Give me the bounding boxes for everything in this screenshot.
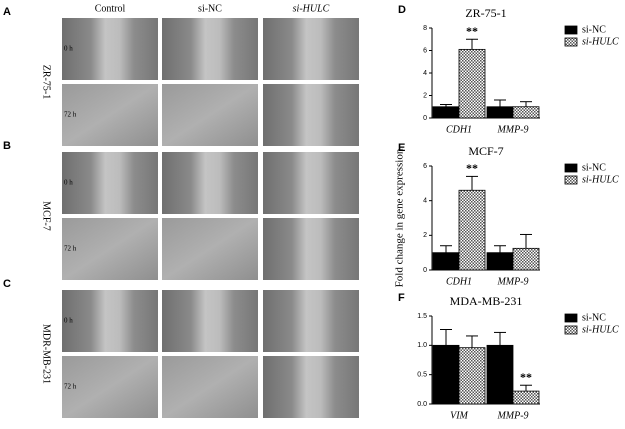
x-tick-label: CDH1 [446,276,472,287]
y-tick-label: 2 [423,92,427,99]
y-tick-label: 4 [423,70,427,77]
micrograph [263,152,359,214]
time-label: 72 h [64,383,77,391]
bar [486,106,514,119]
micrograph [162,18,258,80]
y-tick-label: 6 [423,47,427,54]
micrograph [162,290,258,352]
x-tick-label: MMP-9 [496,410,528,421]
y-axis-label: Fold change in gene expression [394,148,406,287]
legend-label: si-HULC [582,36,619,47]
micrograph [62,218,158,280]
significance: ** [466,24,478,38]
error-bar [440,104,452,107]
y-tick-label: 2 [423,232,427,239]
y-tick-label: 4 [423,198,427,205]
time-label: 72 h [64,111,77,119]
legend-label: si-NC [582,162,606,173]
chart-title: MDA-MB-231 [450,294,523,308]
error-bar [520,233,532,249]
error-bar [494,245,506,253]
bar [486,344,514,405]
error-bar [466,38,478,50]
micrograph [263,356,359,418]
y-tick-label: 0.0 [417,401,427,408]
legend-swatch [564,175,578,185]
micrograph [263,290,359,352]
bar [512,390,540,405]
bar [432,344,460,405]
error-bar [520,101,532,107]
panel-letter: E [398,142,405,154]
y-tick-label: 0.5 [417,372,427,379]
panel-letter: A [3,6,11,18]
legend-swatch [564,163,578,173]
y-tick-label: 6 [423,163,427,170]
micrograph [263,18,359,80]
time-label: 0 h [64,317,73,325]
error-bar [466,335,478,348]
chart-title: MCF-7 [468,144,503,158]
bar [432,106,460,119]
micrograph [162,218,258,280]
micrograph [263,218,359,280]
legend-label: si-HULC [582,324,619,335]
legend-swatch [564,37,578,47]
panel-letter: B [3,140,11,152]
bar [486,252,514,271]
legend-label: si-NC [582,312,606,323]
y-tick-label: 0 [423,267,427,274]
error-bar [440,245,452,253]
column-header: si-HULC [293,3,330,14]
micrograph [62,290,158,352]
micrograph [62,356,158,418]
panel-letter: F [398,292,405,304]
x-tick-label: MMP-9 [496,124,528,135]
micrograph [62,18,158,80]
micrograph [62,152,158,214]
significance: ** [520,370,532,384]
error-bar [466,175,478,191]
significance: ** [466,161,478,175]
error-bar [494,99,506,107]
micrograph [162,152,258,214]
y-tick-label: 0 [423,115,427,122]
micrograph [62,84,158,146]
x-tick-label: MMP-9 [496,276,528,287]
panel-letter: D [398,4,406,16]
error-bar [520,384,532,392]
row-label: MCF-7 [41,201,52,230]
x-tick-label: VIM [450,410,468,421]
legend-label: si-NC [582,24,606,35]
time-label: 72 h [64,245,77,253]
row-label: ZR-75-1 [41,65,52,99]
panel-letter: C [3,278,11,290]
error-bar [494,331,506,346]
bar [458,48,486,119]
legend-swatch [564,325,578,335]
y-tick-label: 1.0 [417,342,427,349]
y-tick-label: 1.5 [417,313,427,320]
bar [512,106,540,119]
time-label: 0 h [64,179,73,187]
legend-label: si-HULC [582,174,619,185]
row-label: MDR-MB-231 [41,324,52,384]
bar [458,189,486,271]
bar [458,347,486,405]
bar [512,247,540,271]
chart-title: ZR-75-1 [465,6,506,20]
micrograph [162,84,258,146]
time-label: 0 h [64,45,73,53]
legend-swatch [564,313,578,323]
bar [432,252,460,271]
legend-swatch [564,25,578,35]
column-header: Control [95,3,126,14]
x-tick-label: CDH1 [446,124,472,135]
micrograph [162,356,258,418]
error-bar [440,328,452,346]
micrograph [263,84,359,146]
column-header: si-NC [198,3,222,14]
y-tick-label: 8 [423,25,427,32]
